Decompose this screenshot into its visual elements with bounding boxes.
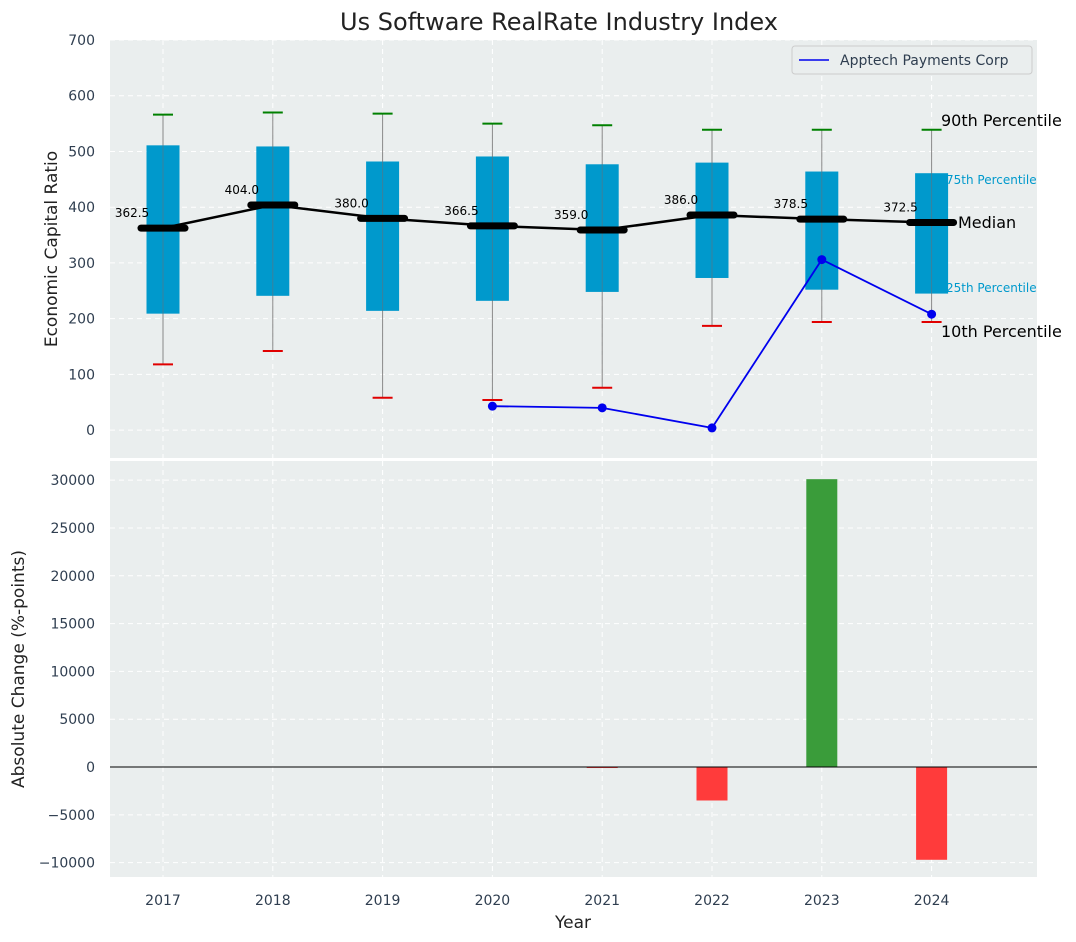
x-tick-label: 2021 bbox=[584, 893, 620, 909]
x-tick-label: 2022 bbox=[694, 893, 730, 909]
x-ticks: 2017 2018 2019 2020 2021 2022 2023 2024 bbox=[145, 893, 949, 909]
chart-title: Us Software RealRate Industry Index bbox=[340, 8, 778, 36]
top-y-tick-label: 500 bbox=[68, 144, 95, 160]
legend-series-label: Apptech Payments Corp bbox=[840, 53, 1009, 69]
median-value-label: 404.0 bbox=[225, 183, 259, 197]
series-point bbox=[597, 403, 607, 413]
legend: Apptech Payments Corp bbox=[791, 45, 1033, 75]
x-tick-label: 2018 bbox=[255, 893, 291, 909]
bottom-y-tick-label: 15000 bbox=[50, 617, 95, 633]
p75-label: 75th Percentile bbox=[946, 173, 1037, 187]
top-y-tick-label: 400 bbox=[68, 200, 95, 216]
top-y-ticks: 0 100 200 300 400 500 600 700 bbox=[68, 33, 95, 439]
legend-box bbox=[791, 45, 1033, 75]
series-point bbox=[817, 255, 827, 265]
p90-label: 90th Percentile bbox=[941, 111, 1062, 130]
bottom-y-tick-label: −10000 bbox=[39, 856, 95, 872]
top-panel-background bbox=[110, 40, 1037, 458]
series-point bbox=[927, 309, 937, 319]
top-y-tick-label: 200 bbox=[68, 312, 95, 328]
top-y-tick-label: 600 bbox=[68, 89, 95, 105]
x-tick-label: 2019 bbox=[365, 893, 401, 909]
x-tick-label: 2017 bbox=[145, 893, 181, 909]
bottom-y-tick-label: 10000 bbox=[50, 664, 95, 680]
p25-label: 25th Percentile bbox=[946, 281, 1037, 295]
change-bar bbox=[806, 479, 838, 768]
bottom-y-tick-label: −5000 bbox=[48, 808, 95, 824]
bottom-panel-background bbox=[110, 461, 1037, 877]
median-value-label: 378.5 bbox=[774, 197, 808, 211]
bottom-y-tick-label: 20000 bbox=[50, 569, 95, 585]
change-bar bbox=[916, 767, 948, 860]
x-tick-label: 2020 bbox=[475, 893, 511, 909]
median-value-label: 362.5 bbox=[115, 206, 149, 220]
bottom-y-ticks: −10000 −5000 0 5000 10000 15000 20000 25000 3000… bbox=[39, 473, 95, 872]
bottom-y-tick-label: 30000 bbox=[50, 473, 95, 489]
median-line-group: 362.5 404.0 380.0 366.5 359.0 386.0 378.5 372.5 bbox=[115, 183, 958, 234]
series-point bbox=[487, 401, 497, 411]
top-y-tick-label: 300 bbox=[68, 256, 95, 272]
median-value-label: 386.0 bbox=[664, 193, 698, 207]
median-value-label: 359.0 bbox=[554, 208, 588, 222]
p10-label: 10th Percentile bbox=[941, 322, 1062, 341]
bar-group bbox=[110, 479, 1037, 860]
company-series-group bbox=[487, 255, 937, 433]
top-y-tick-label: 0 bbox=[86, 423, 95, 439]
top-y-tick-label: 100 bbox=[68, 367, 95, 383]
x-axis-label: Year bbox=[554, 913, 591, 933]
percentile-labels: 90th Percentile 75th Percentile Median 2… bbox=[941, 111, 1062, 341]
bottom-y-tick-label: 5000 bbox=[59, 712, 95, 728]
change-bar bbox=[696, 767, 728, 801]
bottom-y-tick-label: 0 bbox=[86, 760, 95, 776]
top-y-tick-label: 700 bbox=[68, 33, 95, 49]
bottom-y-axis-label: Absolute Change (%-points) bbox=[9, 550, 29, 788]
top-y-axis-label: Economic Capital Ratio bbox=[42, 151, 62, 347]
median-value-label: 366.5 bbox=[444, 204, 478, 218]
bottom-y-tick-label: 25000 bbox=[50, 521, 95, 537]
median-value-label: 380.0 bbox=[334, 196, 368, 210]
x-tick-label: 2023 bbox=[804, 893, 840, 909]
median-label: Median bbox=[958, 213, 1016, 232]
x-tick-label: 2024 bbox=[914, 893, 950, 909]
median-value-label: 372.5 bbox=[883, 201, 917, 215]
series-point bbox=[707, 423, 717, 433]
